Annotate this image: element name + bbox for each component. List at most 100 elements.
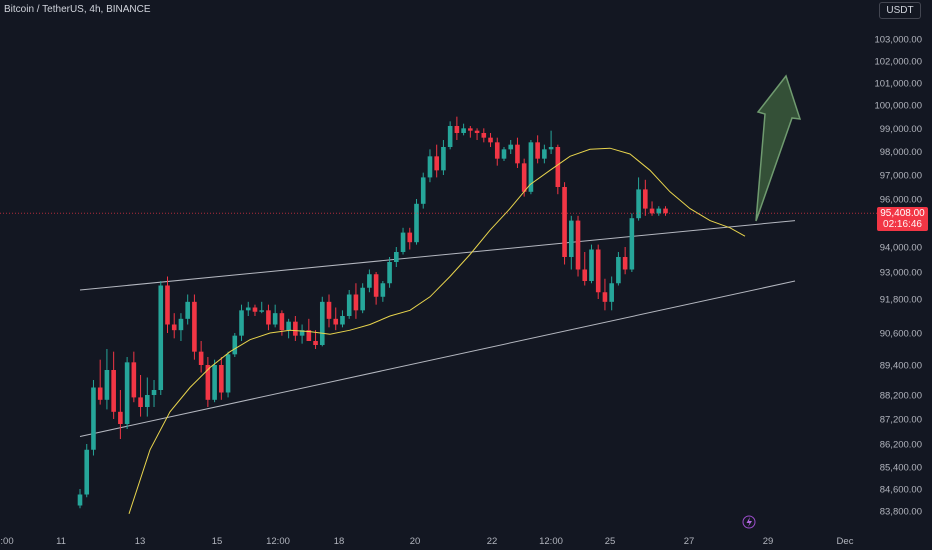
candle[interactable] [602,278,608,311]
candle[interactable] [636,177,641,221]
candle[interactable] [326,294,332,328]
candle-body [346,294,352,316]
candle[interactable] [542,144,547,164]
candle[interactable] [171,313,177,339]
candle[interactable] [245,301,251,316]
candle[interactable] [380,281,386,302]
candle[interactable] [360,283,365,314]
candle[interactable] [299,324,305,344]
candle-body [185,301,190,319]
candle[interactable] [508,140,514,154]
candle[interactable] [609,276,614,311]
candle[interactable] [266,304,271,331]
candle[interactable] [649,201,655,216]
candle[interactable] [461,123,466,136]
candle[interactable] [272,304,278,328]
candle[interactable] [420,172,426,209]
candle[interactable] [252,304,258,316]
candle[interactable] [306,318,312,341]
candle[interactable] [373,272,379,305]
candle[interactable] [212,359,217,403]
candle[interactable] [548,130,554,154]
candle[interactable] [198,341,204,373]
candle[interactable] [165,276,170,334]
candle[interactable] [656,206,662,216]
breakout-arrow[interactable] [755,74,802,222]
candle[interactable] [474,128,480,140]
candle[interactable] [488,133,493,147]
candle[interactable] [400,227,406,255]
candle[interactable] [468,126,473,138]
candle[interactable] [622,247,628,275]
candle[interactable] [575,215,581,277]
candle[interactable] [333,307,339,331]
trendline-2[interactable] [79,280,796,437]
candle[interactable] [104,349,110,410]
candle[interactable] [259,301,265,314]
lightning-icon[interactable] [742,515,756,529]
candle[interactable] [394,247,399,267]
candle[interactable] [528,140,534,195]
candle[interactable] [555,144,561,195]
candle[interactable] [535,135,540,164]
candle[interactable] [447,121,453,150]
candle[interactable] [616,252,621,286]
candle[interactable] [454,116,460,140]
candle[interactable] [145,377,150,417]
candle[interactable] [97,359,103,405]
candle[interactable] [131,351,137,403]
candle[interactable] [589,244,594,284]
candle[interactable] [515,137,520,168]
candle[interactable] [205,357,211,407]
candle[interactable] [427,149,433,183]
candle[interactable] [293,316,298,341]
candle[interactable] [239,304,244,341]
candle[interactable] [414,199,419,245]
candle[interactable] [481,128,487,143]
candle[interactable] [319,296,325,347]
candle[interactable] [340,310,345,328]
candle[interactable] [84,444,90,498]
candle[interactable] [225,351,231,398]
candle[interactable] [663,206,668,216]
candle[interactable] [111,351,116,419]
candle[interactable] [387,257,392,288]
candle[interactable] [219,357,224,400]
candle[interactable] [286,318,291,339]
candle-body [124,362,130,424]
trendline-1[interactable] [79,220,796,291]
candle[interactable] [494,137,500,166]
candle[interactable] [138,375,143,417]
candle[interactable] [232,333,238,357]
candle[interactable] [185,294,190,325]
candle[interactable] [192,294,197,360]
candle[interactable] [346,290,352,319]
candle[interactable] [313,330,318,349]
candle[interactable] [178,313,184,341]
candle[interactable] [124,357,130,429]
candle[interactable] [407,227,413,250]
candlestick-series [77,116,668,509]
candle[interactable] [158,281,164,395]
candle[interactable] [629,213,635,272]
price-tick-label: 87,200.00 [880,415,922,426]
candle[interactable] [151,380,157,407]
candle[interactable] [643,179,648,216]
time-tick-label: Dec [837,536,854,547]
candle[interactable] [521,158,527,197]
candle[interactable] [353,283,359,319]
time-tick-label: 11 [56,536,66,547]
candle[interactable] [77,489,83,509]
candle[interactable] [582,252,588,286]
currency-selector[interactable]: USDT [879,2,921,19]
candle[interactable] [91,380,96,456]
candle[interactable] [441,140,446,175]
candle[interactable] [118,390,123,439]
candle[interactable] [595,244,601,299]
candle[interactable] [568,215,574,270]
candle[interactable] [434,144,439,178]
candle[interactable] [501,147,507,161]
candle[interactable] [367,269,372,293]
candle[interactable] [562,182,567,265]
